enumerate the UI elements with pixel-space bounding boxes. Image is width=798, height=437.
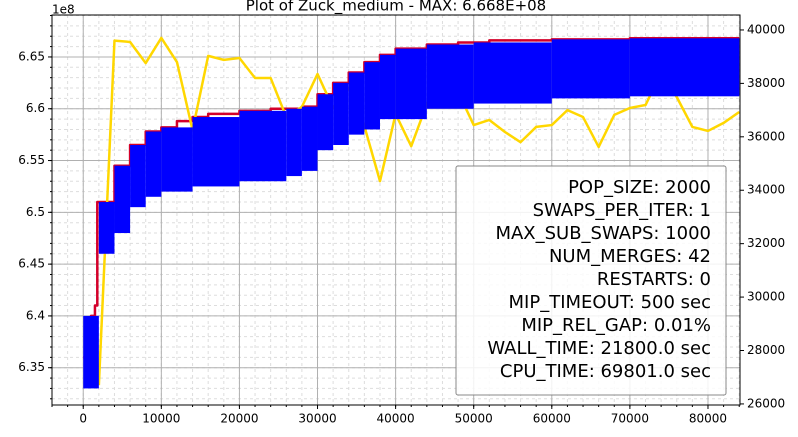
- population-band: [333, 82, 349, 145]
- y2-tick-label: 32000: [747, 236, 785, 250]
- annotation-text: RESTARTS: 0: [597, 269, 711, 290]
- annotation-text: MIP_TIMEOUT: 500 sec: [509, 292, 711, 313]
- population-band: [473, 42, 552, 104]
- y2-tick-label: 34000: [747, 183, 785, 197]
- annotation-text: MAX_SUB_SWAPS: 1000: [495, 223, 711, 244]
- annotation-text: CPU_TIME: 69801.0 sec: [500, 361, 711, 382]
- population-band: [114, 165, 131, 234]
- population-band: [192, 117, 240, 187]
- annotation-text: SWAPS_PER_ITER: 1: [533, 200, 711, 221]
- x-tick-label: 80000: [689, 412, 727, 426]
- y-tick-label: 6.65: [18, 49, 45, 63]
- annotation-text: POP_SIZE: 2000: [568, 177, 711, 198]
- x-tick-label: 70000: [611, 412, 649, 426]
- population-band: [348, 72, 365, 135]
- annotation-bg: [455, 165, 727, 396]
- y2-tick-label: 30000: [747, 290, 785, 304]
- annotation-text: MIP_REL_GAP: 0.01%: [521, 315, 711, 336]
- series-line: [97, 36, 740, 386]
- y-tick-label: 6.4: [26, 308, 45, 322]
- annotation-text: WALL_TIME: 21800.0 sec: [487, 338, 711, 359]
- population-band: [301, 106, 318, 171]
- y2-tick-label: 36000: [747, 129, 785, 143]
- x-tick-label: 60000: [533, 412, 571, 426]
- population-band: [286, 108, 302, 177]
- y-tick-label: 6.5: [26, 205, 45, 219]
- population-band: [145, 131, 162, 197]
- population-band: [98, 201, 115, 254]
- chart-title: Plot of Zuck_medium - MAX: 6.668E+08: [246, 0, 546, 16]
- annotation-text: NUM_MERGES: 42: [549, 246, 711, 267]
- x-tick-label: 0: [79, 412, 87, 426]
- population-band: [239, 110, 287, 182]
- y-tick-label: 6.6: [26, 101, 45, 115]
- population-band: [317, 94, 334, 151]
- y2-tick-label: 40000: [747, 22, 785, 36]
- population-band: [426, 44, 474, 109]
- y-tick-label: 6.55: [18, 153, 45, 167]
- y2-tick-label: 26000: [747, 396, 785, 410]
- y2-tick-label: 38000: [747, 76, 785, 90]
- population-band: [161, 127, 193, 192]
- population-band: [364, 62, 380, 130]
- x-tick-label: 20000: [220, 412, 258, 426]
- population-band: [83, 315, 99, 389]
- x-tick-label: 30000: [298, 412, 336, 426]
- frame: [51, 14, 741, 406]
- y2-tick-label: 28000: [747, 343, 785, 357]
- population-band: [395, 48, 427, 120]
- x-tick-label: 50000: [455, 412, 493, 426]
- population-band: [130, 145, 146, 208]
- offset-label: 1e8: [52, 3, 75, 17]
- population-band: [551, 39, 630, 99]
- y-tick-label: 6.35: [18, 360, 45, 374]
- x-tick-label: 10000: [142, 412, 180, 426]
- y-tick-label: 6.45: [18, 257, 45, 271]
- population-band: [379, 54, 396, 120]
- population-band: [629, 38, 740, 97]
- x-tick-label: 40000: [377, 412, 415, 426]
